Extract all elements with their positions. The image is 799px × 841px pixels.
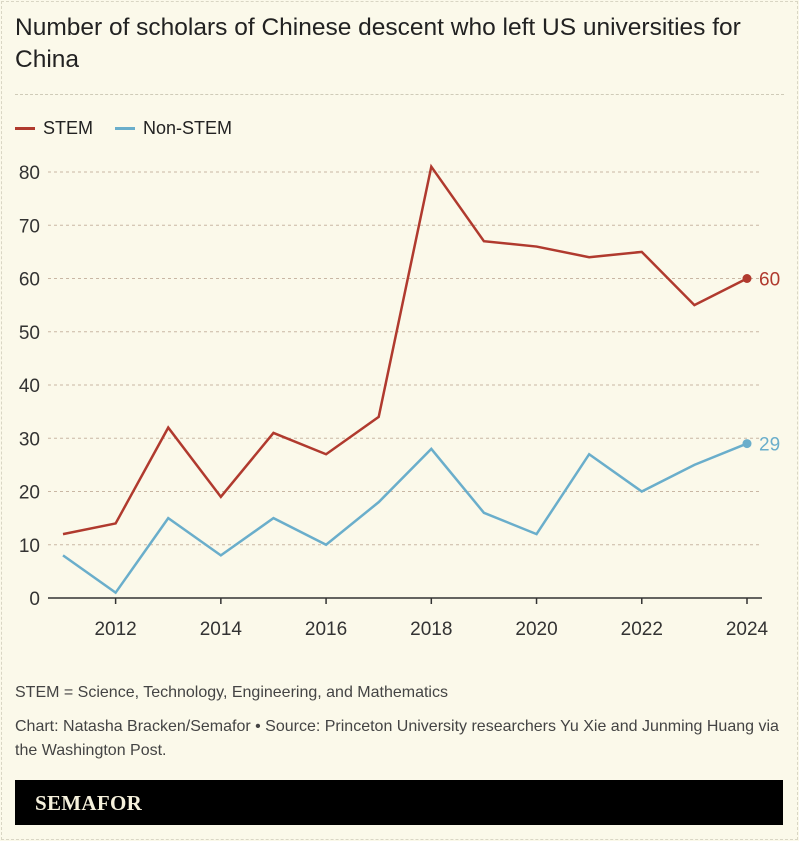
series-line-stem: [62, 163, 748, 536]
y-tick-label: 0: [29, 589, 40, 610]
y-tick-label: 80: [19, 163, 40, 184]
x-tick-label: 2012: [94, 619, 136, 640]
legend-swatch-non-stem: [115, 127, 136, 130]
y-tick-label: 30: [19, 429, 40, 450]
x-tick-label: 2022: [621, 619, 663, 640]
end-label-stem: 60: [759, 270, 780, 291]
x-tick-label: 2018: [410, 619, 452, 640]
legend-label-non-stem: Non-STEM: [143, 118, 233, 138]
data-point-non-stem: [742, 439, 752, 449]
x-tick-label: 2016: [305, 619, 347, 640]
y-tick-label: 40: [19, 376, 40, 397]
brand-bar: SEMAFOR: [15, 780, 783, 825]
legend-item-non-stem: Non-STEM: [115, 118, 232, 139]
y-tick-label: 50: [19, 323, 40, 344]
y-tick-label: 60: [19, 270, 40, 291]
data-point-stem: [742, 274, 752, 283]
x-tick-label: 2014: [200, 619, 243, 640]
legend-item-stem: STEM: [15, 118, 93, 139]
y-tick-label: 70: [19, 216, 40, 237]
definition-note: STEM = Science, Technology, Engineering,…: [15, 684, 448, 701]
source-note: Chart: Natasha Bracken/Semafor • Source:…: [15, 718, 779, 759]
chart-title: Number of scholars of Chinese descent wh…: [15, 14, 741, 73]
legend-swatch-stem: [15, 127, 35, 130]
x-tick-label: 2024: [726, 619, 769, 640]
end-label-non-stem: 29: [759, 435, 780, 456]
y-tick-label: 10: [19, 536, 40, 557]
series-line-non-stem: [62, 442, 748, 595]
semafor-logo: SEMAFOR: [35, 791, 143, 815]
y-tick-label: 20: [19, 483, 40, 504]
legend-label-stem: STEM: [43, 118, 94, 138]
legend: STEM Non-STEM: [15, 118, 232, 139]
x-tick-label: 2020: [515, 619, 557, 640]
divider: [15, 94, 784, 95]
